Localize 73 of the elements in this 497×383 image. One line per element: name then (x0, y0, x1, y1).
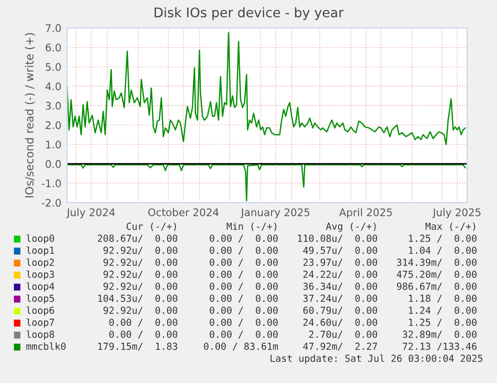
y-tick-label: 3.0 (46, 102, 61, 110)
text: 1.04 / 0.00 (409, 246, 476, 255)
text: 92.92u/ 0.00 (104, 270, 178, 279)
text: Avg (-/+) (326, 222, 376, 232)
text: 0.00 / 0.00 (210, 246, 278, 255)
text: 37.24u/ 0.00 (303, 294, 378, 303)
text: 0.00 / 0.00 (210, 282, 278, 291)
legend-label: loop4 (26, 282, 54, 292)
text: 1.24 / 0.00 (409, 306, 476, 315)
text: 92.92u/ 0.00 (104, 258, 178, 267)
x-tick-label: October 2024 (148, 208, 219, 216)
y-axis-title: IOs/second read (-) / write (+) (24, 33, 35, 198)
y-tick-label: 0.0 (46, 160, 61, 168)
text: Cur (-/+) (126, 222, 176, 232)
text: 23.97u/ 0.00 (303, 258, 378, 267)
y-tick-label: 1.0 (46, 140, 61, 148)
legend-label: loop0 (26, 234, 54, 244)
text: 24.60u/ 0.00 (303, 318, 378, 327)
text: 72.13 /133.46 (402, 342, 476, 351)
legend-label: loop5 (26, 294, 54, 304)
text: 208.67u/ 0.00 (98, 234, 178, 243)
legend-label: loop3 (26, 270, 54, 280)
text: 32.89m/ 0.00 (402, 330, 476, 339)
text: 1.18 / 0.00 (409, 294, 476, 303)
legend-label: loop1 (26, 246, 54, 256)
text: 47.92m/ 2.27 (303, 342, 377, 351)
text: 986.67m/ 0.00 (396, 282, 476, 291)
y-tick-label: 4.0 (45, 82, 61, 90)
text: 1.25 / 0.00 (409, 234, 476, 243)
y-tick-label: -2.0 (42, 198, 61, 207)
legend-label: loop2 (26, 258, 54, 268)
text: 0.00 / 0.00 (210, 318, 278, 327)
text: Max (-/+) (426, 222, 476, 232)
text: 0.00 / 83.61m (204, 342, 278, 351)
legend-label: loop6 (26, 306, 54, 316)
legend-label: loop7 (26, 318, 54, 328)
y-tick-label: 5.0 (46, 62, 61, 71)
text: 24.22u/ 0.00 (303, 270, 378, 279)
text: 0.00 / 0.00 (210, 258, 278, 267)
text: 49.57u/ 0.00 (303, 246, 378, 255)
text: 0.00 / 0.00 (210, 270, 278, 279)
text: 0.00 / 0.00 (109, 318, 178, 327)
text: 92.92u/ 0.00 (104, 306, 178, 315)
text: 0.00 / 0.00 (210, 234, 278, 243)
text: 104.53u/ 0.00 (98, 294, 178, 303)
text: 0.00 / 0.00 (109, 330, 178, 339)
text: 2.70u/ 0.00 (309, 330, 378, 339)
chart-title: Disk IOs per device - by year (154, 7, 344, 20)
text: 0.00 / 0.00 (210, 306, 278, 315)
text: 0.00 / 0.00 (210, 294, 278, 303)
legend-label: loop8 (26, 330, 54, 340)
y-tick-label: 7.0 (46, 24, 61, 32)
text: 92.92u/ 0.00 (104, 282, 178, 291)
text: 0.00 / 0.00 (210, 330, 278, 339)
text: 314.39m/ 0.00 (396, 258, 476, 267)
text: 60.79u/ 0.00 (303, 306, 378, 315)
text: 475.20m/ 0.00 (396, 270, 476, 279)
text: Min (-/+) (226, 222, 276, 232)
line-series (67, 32, 466, 146)
x-tick-label: July 2025 (432, 208, 481, 218)
text: 92.92u/ 0.00 (104, 246, 178, 255)
text: 1.25 / 0.00 (409, 318, 476, 327)
y-tick-label: 2.0 (46, 121, 61, 130)
x-tick-label: July 2024 (66, 208, 115, 218)
legend-label: mmcblk0 (26, 342, 66, 350)
text: 110.08u/ 0.00 (298, 234, 378, 243)
text: 179.15m/ 1.83 (98, 342, 178, 351)
text: 36.34u/ 0.00 (303, 282, 378, 291)
text: Last update: Sat Jul 26 03:00:04 2025 (270, 354, 482, 364)
x-tick-label: January 2025 (240, 208, 310, 218)
y-tick-label: -1.0 (42, 179, 61, 188)
y-tick-label: 6.0 (46, 44, 61, 52)
x-tick-label: April 2025 (339, 208, 392, 218)
